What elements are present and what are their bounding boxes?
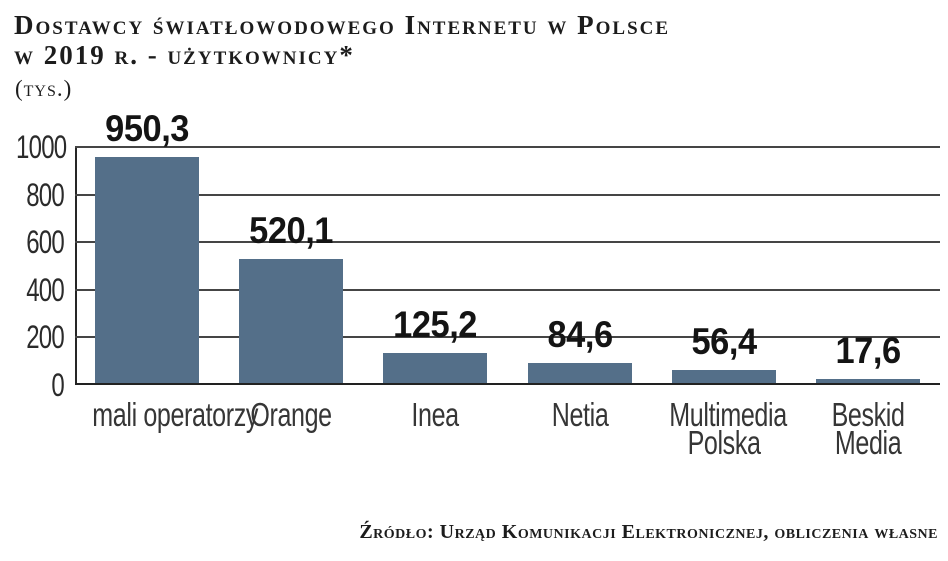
y-axis-labels: 0 200 400 600 800 1000 bbox=[0, 131, 67, 401]
bar-slot: 125,2 bbox=[363, 147, 507, 385]
y-tick-label: 800 bbox=[26, 177, 65, 213]
gridline-400 bbox=[75, 289, 940, 291]
bar-slot: 17,6 bbox=[796, 147, 940, 385]
gridline-0 bbox=[75, 383, 940, 385]
gridline-1000 bbox=[75, 146, 940, 148]
value-label: 17,6 bbox=[835, 330, 901, 371]
chart-units-label: (tys.) bbox=[15, 76, 73, 101]
category-label: Inea bbox=[381, 396, 491, 433]
y-tick-label: 200 bbox=[26, 319, 65, 355]
value-label: 84,6 bbox=[547, 314, 613, 355]
chart-title-line2: w 2019 r. - użytkownicy* bbox=[14, 40, 355, 70]
bar bbox=[815, 379, 920, 383]
value-label: 950,3 bbox=[105, 108, 189, 149]
category-label-line: Netia bbox=[551, 396, 608, 433]
gridline-200 bbox=[75, 336, 940, 338]
category-label: Multimedia Polska bbox=[668, 396, 787, 461]
category-label: Orange bbox=[236, 396, 346, 433]
value-label: 520,1 bbox=[249, 210, 334, 251]
category-label-line: Media bbox=[834, 424, 902, 461]
category-label-line: Orange bbox=[250, 396, 333, 433]
y-axis-line bbox=[75, 147, 77, 385]
bar bbox=[239, 259, 344, 383]
category-label-line: Inea bbox=[411, 396, 460, 433]
chart-title-line1: Dostawcy światłowodowego Internetu w Pol… bbox=[14, 10, 671, 40]
chart-title: Dostawcy światłowodowego Internetu w Pol… bbox=[14, 10, 670, 70]
y-tick-label: 1000 bbox=[16, 129, 67, 165]
bar bbox=[527, 363, 632, 383]
y-tick-label: 0 bbox=[51, 367, 64, 403]
category-label-line: mali operatorzy bbox=[92, 396, 259, 433]
value-label: 125,2 bbox=[393, 304, 478, 345]
source-note: Źródło: Urząd Komunikacji Elektronicznej… bbox=[359, 521, 938, 543]
bar-slot: 950,3 bbox=[75, 110, 219, 385]
category-label: mali operatorzy bbox=[92, 396, 259, 433]
category-label-line: Polska bbox=[687, 424, 761, 461]
category-label-line: Beskid bbox=[831, 396, 905, 433]
bar bbox=[671, 370, 776, 383]
bar-slot: 56,4 bbox=[652, 147, 796, 385]
value-label: 56,4 bbox=[691, 321, 757, 362]
category-label-line: Multimedia bbox=[668, 396, 787, 433]
gridline-600 bbox=[75, 241, 940, 243]
bar bbox=[95, 157, 200, 383]
category-label: Netia bbox=[525, 396, 635, 433]
category-label: Beskid Media bbox=[813, 396, 923, 461]
bar-slot: 84,6 bbox=[508, 147, 652, 385]
y-tick-label: 400 bbox=[26, 272, 65, 308]
bar-chart-plot: 950,3 520,1 125,2 84,6 56,4 17,6 bbox=[75, 110, 940, 385]
bar bbox=[383, 353, 488, 383]
bar-slot: 520,1 bbox=[219, 147, 363, 385]
gridline-800 bbox=[75, 194, 940, 196]
y-tick-label: 600 bbox=[26, 224, 65, 260]
